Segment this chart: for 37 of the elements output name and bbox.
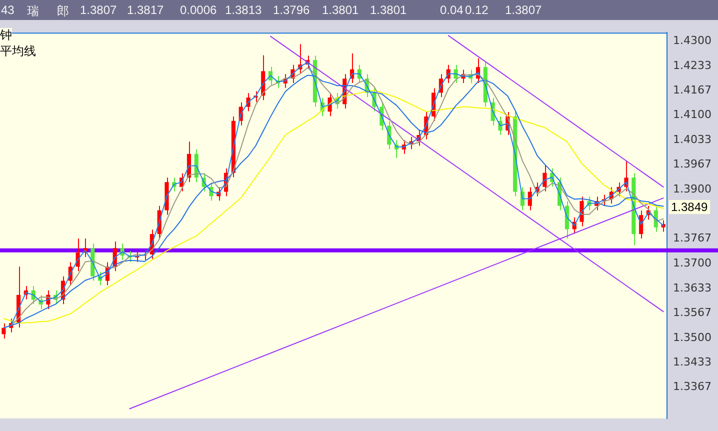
annotation: 钟 xyxy=(0,28,12,42)
y-tick-label: 1.4033 xyxy=(673,133,712,146)
text: 0.0006 xyxy=(180,3,217,17)
y-tick-label: 1.3767 xyxy=(673,232,712,245)
y-tick-label: 1.3967 xyxy=(673,158,712,171)
candlestick xyxy=(454,64,458,84)
y-tick-label: 1.4300 xyxy=(673,34,712,47)
y-tick-label: 1.3567 xyxy=(673,306,712,319)
text: 瑞 xyxy=(27,3,39,20)
text: 1.3813 xyxy=(225,3,262,17)
text: 郎 xyxy=(57,3,69,20)
text: 1.3817 xyxy=(127,3,164,17)
text: 1.3801 xyxy=(370,3,407,17)
text: 0.04 xyxy=(440,3,464,17)
y-tick-label: 1.3367 xyxy=(673,380,712,394)
y-tick-label: 1.4100 xyxy=(673,108,712,122)
y-tick-label: 1.3433 xyxy=(673,356,712,369)
candlestick xyxy=(542,164,547,192)
candlestick xyxy=(209,182,214,202)
y-tick-label: 1.4167 xyxy=(673,83,712,96)
candlestick xyxy=(528,186,532,211)
text: 0.12 xyxy=(465,3,488,17)
candlestick xyxy=(580,196,584,227)
y-tick-label: 1.3900 xyxy=(673,182,712,196)
annotation: 平均线 xyxy=(0,44,36,58)
candlestick xyxy=(624,160,628,192)
text: 1.3807 xyxy=(80,3,117,17)
text: 43 xyxy=(1,3,14,17)
text: 1.3796 xyxy=(273,3,310,17)
text: 1.3801 xyxy=(322,3,359,17)
y-tick-label: 1.3633 xyxy=(673,281,712,294)
y-tick-label: 1.3700 xyxy=(673,256,712,270)
text: 1.3807 xyxy=(505,3,542,17)
candlestick xyxy=(2,322,6,340)
annotation: 1.3849 xyxy=(669,200,710,214)
y-tick-label: 1.3500 xyxy=(673,330,712,344)
y-tick-label: 1.4233 xyxy=(673,58,712,72)
